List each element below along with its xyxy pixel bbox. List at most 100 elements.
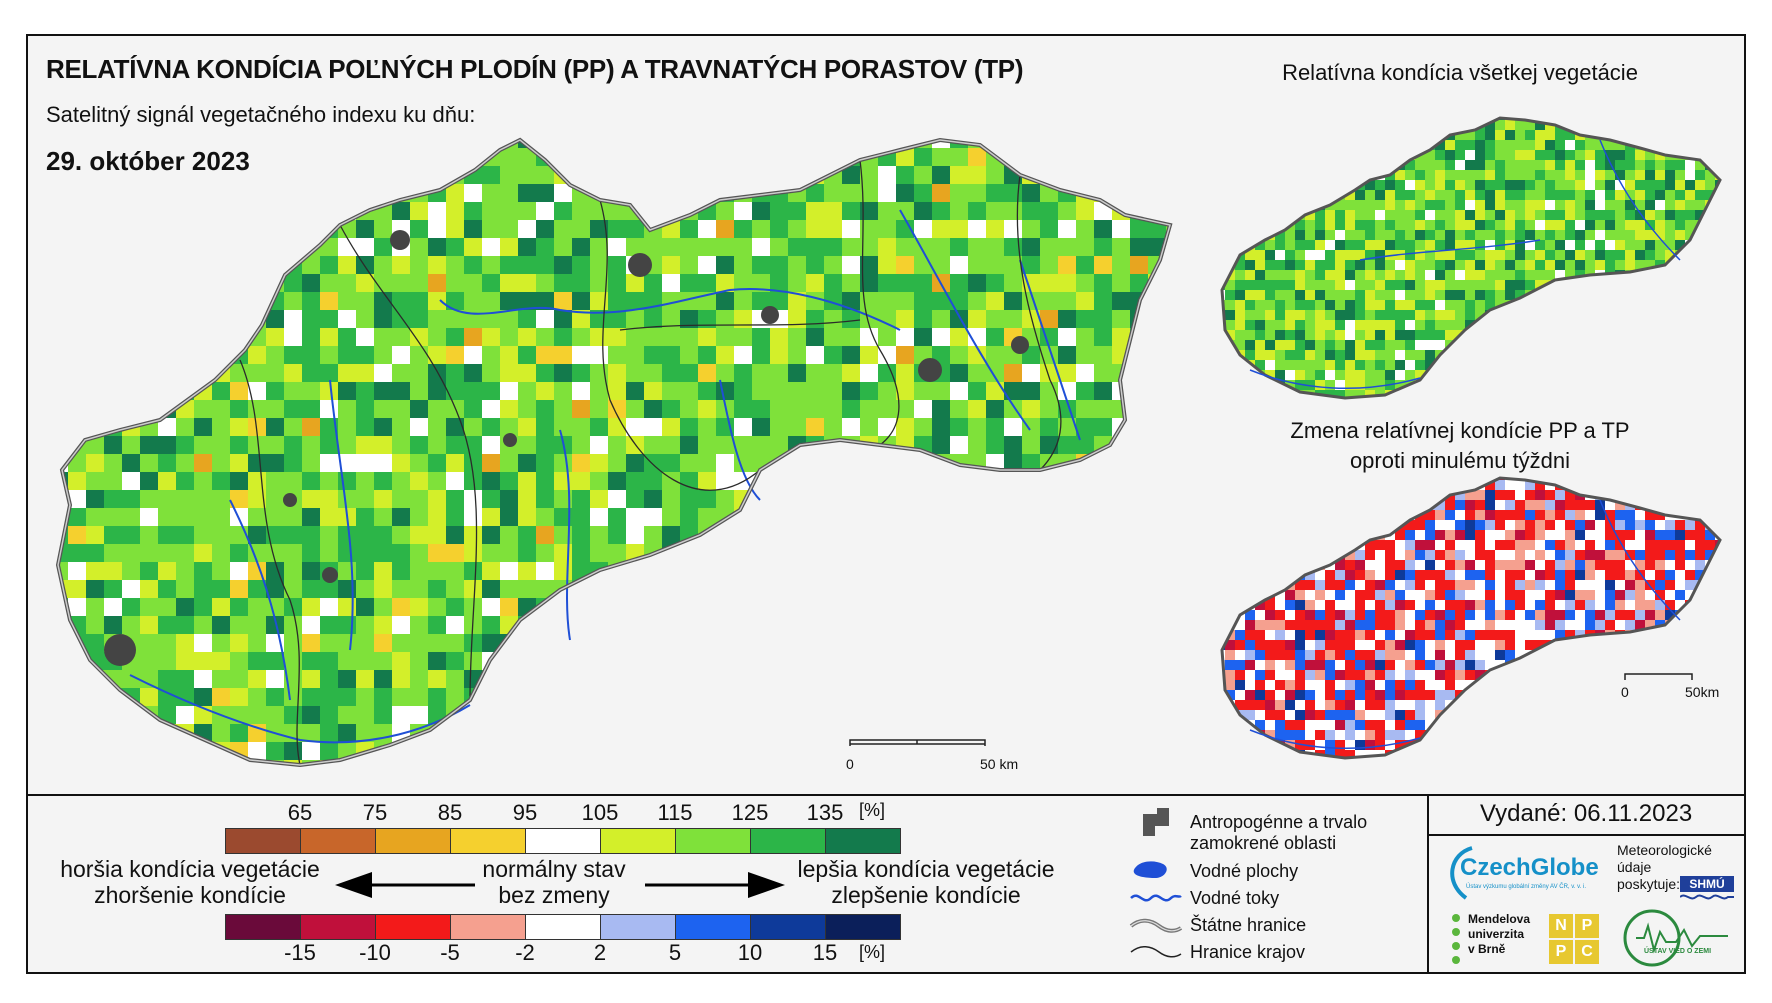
chg-ticks-label: -5 — [440, 940, 460, 965]
nppc-logo: N P P C — [1549, 914, 1599, 964]
chg-ticks-label: 5 — [668, 940, 682, 965]
cond-ticks-label: 105 — [581, 800, 619, 825]
chg-ticks-label: 10 — [737, 940, 763, 965]
cond-row-swatch — [526, 829, 601, 853]
chg-row-swatch — [601, 915, 676, 939]
nppc-c: C — [1575, 940, 1599, 964]
met-label-line2: údaje — [1617, 859, 1652, 875]
cond-ticks-label: 75 — [362, 800, 388, 825]
legend-divider — [26, 794, 1746, 796]
inset-scalebar — [1624, 673, 1693, 680]
main-scalebar — [849, 739, 986, 746]
cond-ticks-label: 125 — [731, 800, 769, 825]
normal-label-line1: normálny stav — [482, 856, 626, 882]
chg-row-swatch — [826, 915, 900, 939]
legend-vertical-divider — [1427, 794, 1429, 974]
worse-label-line2: zhoršenie kondície — [94, 882, 286, 908]
nppc-p2: P — [1549, 940, 1573, 964]
water-bodies-label: Vodné plochy — [1190, 861, 1299, 881]
legend-issued-divider — [1427, 834, 1746, 836]
chg-ticks-label: 15 — [812, 940, 838, 965]
nppc-n: N — [1549, 914, 1573, 938]
chg-row-swatch — [451, 915, 526, 939]
chg-row-swatch — [751, 915, 826, 939]
cond-row-swatch — [601, 829, 676, 853]
cond-row-swatch — [301, 829, 376, 853]
chg-ticks-label: -15 — [284, 940, 316, 965]
water-stream-icon — [1130, 894, 1182, 902]
met-label-line3: poskytuje: — [1617, 876, 1681, 892]
main-scalebar-zero: 0 — [846, 756, 854, 772]
right-arrow — [645, 872, 785, 898]
condition-color-scale — [225, 828, 901, 854]
state-border-icon — [1129, 918, 1183, 933]
map-title: RELATÍVNA KONDÍCIA POĽNÝCH PLODÍN (PP) A… — [46, 54, 1024, 84]
inset2-state-border — [1220, 476, 1722, 760]
mendel-line3: v Brně — [1468, 942, 1506, 956]
chg-row-swatch — [526, 915, 601, 939]
better-label-line2: zlepšenie kondície — [831, 882, 1021, 908]
cond-row-swatch — [451, 829, 526, 853]
chg-ticks-label: -2 — [515, 940, 535, 965]
chg-ticks-label: -10 — [359, 940, 391, 965]
anthropogenic-label: Antropogénne a trvalo zamokrené oblasti — [1190, 812, 1367, 854]
nppc-p1: P — [1575, 914, 1599, 938]
met-data-label: Meteorologické údaje poskytuje: — [1617, 842, 1712, 893]
chg-ticks-label: 2 — [593, 940, 607, 965]
cond-row-swatch — [826, 829, 900, 853]
usvz-logo: ÚSTAV VIED O ZEMI — [1622, 908, 1732, 968]
mendel-line1: Mendelova — [1468, 912, 1531, 926]
mendel-dots-icon — [1452, 914, 1460, 964]
cond-row-swatch — [751, 829, 826, 853]
cond-ticks-label: 115 — [657, 800, 693, 825]
worse-label: horšia kondícia vegetácie zhoršenie kond… — [40, 856, 340, 908]
usvz-wordmark: ÚSTAV VIED O ZEMI — [1644, 948, 1712, 955]
cond-row-swatch — [376, 829, 451, 853]
cond-row-swatch — [676, 829, 751, 853]
shmu-wordmark: SHMÚ — [1680, 876, 1734, 892]
map-date: 29. október 2023 — [46, 146, 250, 176]
state-border-label: Štátne hranice — [1190, 915, 1307, 935]
usvz-emblem-icon — [1623, 909, 1728, 967]
chg-row-swatch — [376, 915, 451, 939]
czechglobe-logo: CzechGlobe Ústav výzkumu globální změny … — [1440, 842, 1610, 904]
better-label: lepšia kondícia vegetácie zlepšenie kond… — [776, 856, 1076, 908]
region-border-label: Hranice krajov — [1190, 942, 1306, 962]
better-label-line1: lepšia kondícia vegetácie — [797, 856, 1055, 882]
czechglobe-arc-icon — [1450, 846, 1473, 900]
issued-date: Vydané: 06.11.2023 — [1480, 800, 1693, 827]
czechglobe-subtitle: Ústav výzkumu globální změny AV ČR, v. v… — [1466, 884, 1587, 890]
anthropogenic-label-line1: Antropogénne a trvalo — [1190, 812, 1368, 832]
region-borders — [239, 159, 1062, 766]
shmu-wave-icon — [1680, 894, 1734, 900]
chg-ticks-unit: [%] — [858, 942, 886, 962]
water-body-icon — [1133, 861, 1167, 878]
anthropogenic-icon — [1143, 808, 1169, 836]
chg-row-swatch — [301, 915, 376, 939]
cond-ticks-label: 135 — [806, 800, 844, 825]
anthropogenic-label-line2: zamokrené oblasti — [1190, 833, 1337, 853]
inset1-rivers — [1249, 139, 1681, 390]
cond-ticks-label: 65 — [287, 800, 313, 825]
inset2-title-line2: oproti minulému týždni — [1349, 448, 1571, 473]
water-streams-label: Vodné toky — [1190, 888, 1280, 908]
mendel-logo: Mendelova univerzita v Brně — [1450, 912, 1540, 966]
inset1-state-border — [1220, 116, 1722, 400]
cond-ticks-label: 95 — [512, 800, 538, 825]
cond-ticks-label: 85 — [437, 800, 463, 825]
inset1-title: Relatívna kondícia všetkej vegetácie — [1282, 60, 1638, 85]
change-color-scale — [225, 914, 901, 940]
chg-row-swatch — [226, 915, 301, 939]
map-subtitle: Satelitný signál vegetačného indexu ku d… — [46, 102, 476, 127]
inset-scalebar-end: 50km — [1685, 684, 1720, 700]
main-scalebar-end: 50 km — [980, 756, 1019, 772]
cond-row-swatch — [226, 829, 301, 853]
left-arrow — [335, 872, 475, 898]
cond-ticks-unit: [%] — [858, 800, 886, 820]
urban-areas — [104, 230, 1029, 666]
inset2-rivers — [1249, 499, 1681, 750]
normal-label: normálny stav bez zmeny — [454, 856, 654, 908]
normal-label-line2: bez zmeny — [498, 882, 610, 908]
